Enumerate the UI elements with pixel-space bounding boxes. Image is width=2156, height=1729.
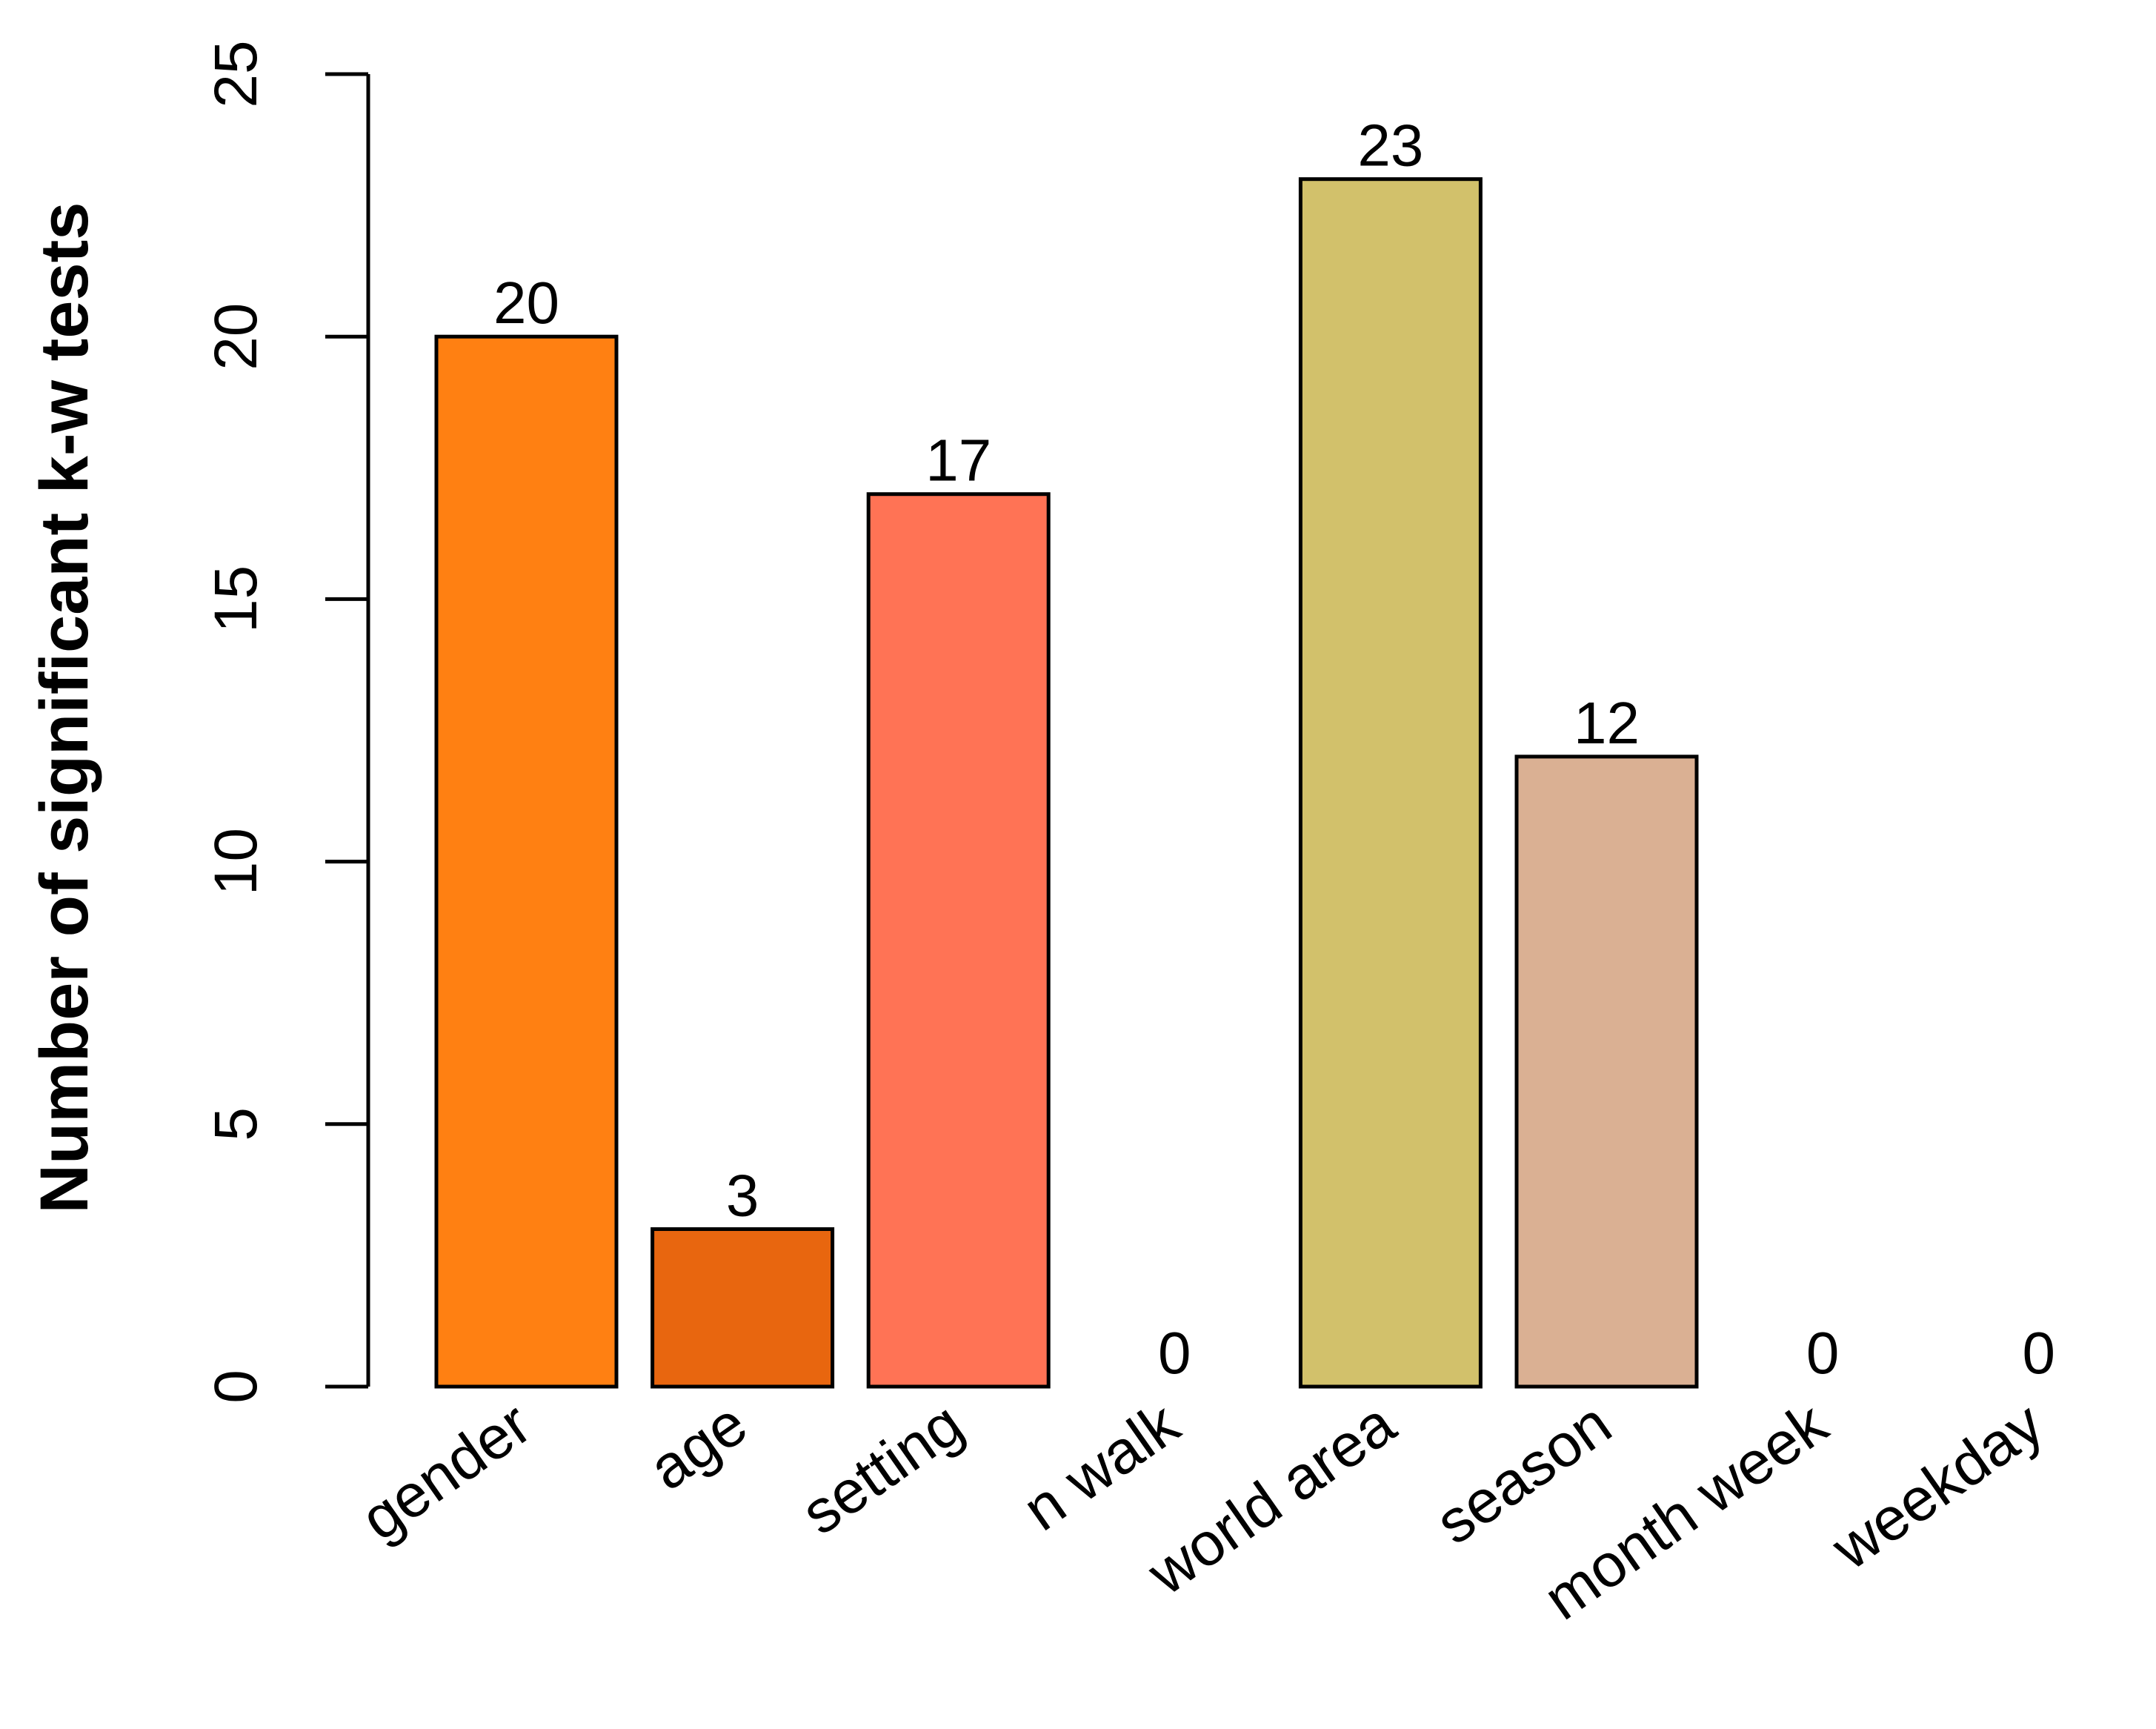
data-label: 0 xyxy=(1158,1320,1191,1386)
x-tick-label: weekday xyxy=(1820,1390,2055,1583)
x-tick-label: world area xyxy=(1136,1390,1408,1608)
bars xyxy=(434,177,1699,1389)
y-axis-label: Number of significant k-w tests xyxy=(27,202,102,1214)
data-label: 12 xyxy=(1574,690,1640,756)
x-tick-label: season xyxy=(1424,1390,1623,1557)
y-axis: 0 5 10 15 20 25 xyxy=(202,40,370,1404)
data-labels: 20 3 17 0 23 12 0 0 xyxy=(493,113,2055,1386)
bar xyxy=(1298,177,1483,1389)
y-tick-label: 20 xyxy=(202,303,270,371)
x-tick-label: gender xyxy=(349,1390,542,1553)
data-label: 3 xyxy=(726,1162,759,1228)
data-label: 0 xyxy=(1806,1320,1840,1386)
y-tick-label: 15 xyxy=(202,565,270,633)
x-tick-label: setting xyxy=(790,1390,975,1547)
y-tick-label: 5 xyxy=(202,1107,270,1141)
data-label: 0 xyxy=(2022,1320,2055,1386)
bar xyxy=(651,1227,835,1389)
x-tick-label: age xyxy=(637,1390,759,1503)
data-label: 17 xyxy=(925,428,991,494)
bar xyxy=(1514,754,1699,1389)
y-tick-label: 25 xyxy=(202,40,270,107)
bar xyxy=(434,334,619,1389)
data-label: 23 xyxy=(1357,113,1423,179)
bar xyxy=(866,492,1051,1389)
x-tick-label: n walk xyxy=(1011,1390,1191,1544)
y-tick-label: 10 xyxy=(202,828,270,895)
data-label: 20 xyxy=(493,270,559,336)
y-tick-label: 0 xyxy=(202,1370,270,1404)
